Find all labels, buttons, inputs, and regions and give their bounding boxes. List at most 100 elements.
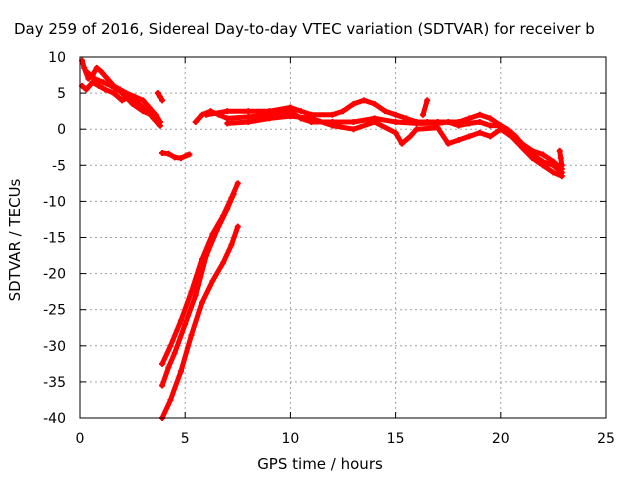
data-point: [287, 104, 294, 111]
data-point: [407, 133, 414, 140]
data-point: [445, 140, 452, 147]
series-track: [79, 79, 163, 129]
data-point: [159, 360, 166, 367]
data-point: [220, 259, 227, 266]
y-tick-label: -35: [43, 375, 66, 391]
data-point: [245, 113, 252, 120]
data-point: [487, 133, 494, 140]
data-point: [287, 113, 294, 120]
y-tick-label: -20: [43, 267, 66, 283]
data-point: [350, 126, 357, 133]
data-point: [159, 382, 166, 389]
data-point: [455, 118, 462, 125]
data-point: [557, 155, 564, 162]
data-point: [518, 144, 525, 151]
data-point: [558, 162, 565, 169]
data-point: [487, 122, 494, 129]
data-point: [419, 111, 426, 118]
data-point: [371, 100, 378, 107]
series-line: [159, 191, 237, 388]
data-point: [476, 111, 483, 118]
data-point: [177, 368, 184, 375]
data-point: [350, 118, 357, 125]
data-point: [434, 124, 441, 131]
data-point: [308, 115, 315, 122]
y-tick-label: -10: [43, 194, 66, 210]
data-point: [245, 118, 252, 125]
data-point: [186, 151, 193, 158]
data-point: [224, 120, 231, 127]
series-track: [159, 191, 237, 389]
y-tick-label: 0: [57, 122, 66, 138]
data-point: [382, 108, 389, 115]
y-tick-label: 5: [57, 86, 66, 102]
data-point: [89, 79, 96, 86]
x-tick-label: 15: [387, 431, 405, 447]
x-tick-label: 0: [76, 431, 85, 447]
data-point: [171, 154, 178, 161]
data-point: [558, 173, 565, 180]
data-point: [182, 321, 189, 328]
data-point: [230, 191, 237, 198]
y-tick-label: -40: [43, 411, 66, 427]
data-point: [350, 100, 357, 107]
series-track: [159, 223, 241, 421]
data-point: [192, 118, 199, 125]
data-point: [209, 277, 216, 284]
data-point: [413, 126, 420, 133]
data-series: [79, 57, 565, 421]
data-point: [398, 140, 405, 147]
data-point: [508, 133, 515, 140]
series-line: [224, 113, 565, 179]
data-point: [129, 100, 136, 107]
series-track: [192, 108, 565, 172]
data-point: [83, 86, 90, 93]
data-point: [140, 97, 147, 104]
data-point: [156, 122, 163, 129]
data-point: [83, 68, 90, 75]
y-tick-label: -5: [52, 158, 66, 174]
data-point: [487, 115, 494, 122]
data-point: [146, 104, 153, 111]
data-point: [297, 108, 304, 115]
data-point: [434, 118, 441, 125]
series-line: [159, 224, 241, 421]
data-point: [466, 133, 473, 140]
data-point: [413, 118, 420, 125]
y-tick-label: -15: [43, 231, 66, 247]
data-point: [188, 331, 195, 338]
data-point: [234, 180, 241, 187]
y-axis-ticks: 10 5 0 -5 -10 -15 -20 -25 -30 -35 -40: [43, 50, 606, 427]
x-tick-label: 20: [492, 431, 510, 447]
data-point: [550, 169, 557, 176]
data-point: [81, 64, 88, 71]
data-point: [91, 75, 98, 82]
data-point: [119, 97, 126, 104]
data-point: [340, 108, 346, 115]
data-point: [497, 126, 504, 133]
data-point: [224, 115, 231, 122]
data-point: [203, 111, 210, 118]
data-point: [403, 115, 410, 122]
series-track: [83, 68, 155, 118]
data-point: [213, 227, 220, 234]
data-point: [159, 97, 166, 104]
data-point: [329, 111, 336, 118]
data-point: [100, 79, 107, 86]
data-point: [539, 151, 546, 158]
data-point: [104, 75, 111, 82]
data-point: [110, 90, 117, 97]
data-point: [392, 111, 399, 118]
data-point: [224, 108, 231, 115]
data-point: [188, 288, 195, 295]
data-point: [148, 111, 155, 118]
data-point: [108, 82, 115, 89]
data-point: [424, 118, 431, 125]
x-tick-label: 10: [281, 431, 299, 447]
data-point: [192, 292, 199, 299]
data-point: [98, 68, 105, 75]
data-point: [102, 86, 109, 93]
data-point: [165, 150, 172, 157]
data-point: [234, 223, 241, 230]
